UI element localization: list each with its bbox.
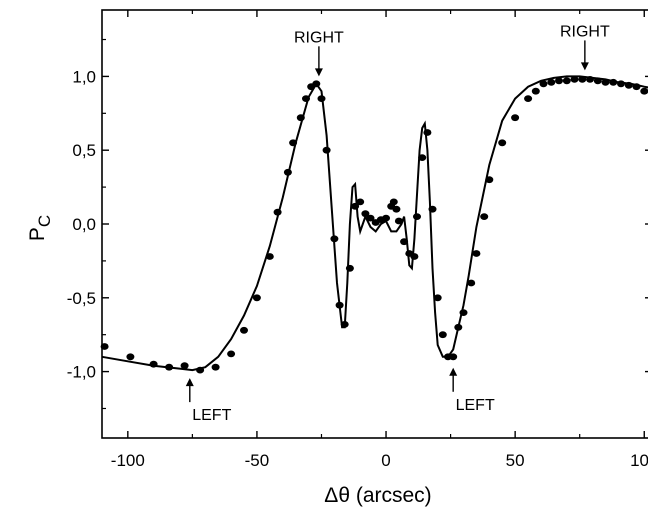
x-axis-title: Δθ (arcsec)	[324, 484, 431, 507]
svg-text:PC: PC	[26, 215, 54, 241]
annotation-label: LEFT	[456, 397, 495, 414]
annotation-label: RIGHT	[294, 29, 344, 46]
data-point	[165, 364, 173, 371]
data-point	[439, 331, 447, 338]
data-point	[563, 77, 571, 84]
data-point	[602, 79, 610, 86]
data-point	[467, 280, 475, 287]
annotation-arrow-head	[186, 378, 194, 386]
data-point	[480, 213, 488, 220]
data-point	[640, 88, 648, 95]
data-point	[434, 294, 442, 301]
data-point	[594, 77, 602, 84]
y-tick-label: 0,0	[72, 215, 96, 234]
data-point	[346, 265, 354, 272]
data-point	[413, 213, 421, 220]
annotation-label: LEFT	[192, 407, 231, 424]
data-point	[609, 79, 617, 86]
data-point	[336, 302, 344, 309]
data-point	[418, 154, 426, 161]
data-point	[302, 95, 310, 102]
y-tick-label: -1,0	[67, 363, 96, 382]
data-point	[312, 80, 320, 87]
data-point	[126, 353, 134, 360]
data-point	[472, 250, 480, 257]
data-point	[382, 215, 390, 222]
data-point	[555, 77, 563, 84]
data-point	[511, 114, 519, 121]
data-point	[356, 199, 364, 206]
data-point	[253, 294, 261, 301]
data-point	[410, 253, 418, 260]
data-point	[274, 209, 282, 216]
y-tick-label: 1,0	[72, 67, 96, 86]
y-axis-title-sub: C	[35, 215, 54, 227]
annotation-label: RIGHT	[560, 23, 610, 40]
data-point	[423, 129, 431, 136]
annotation-arrow-head	[315, 68, 323, 76]
x-tick-label: -50	[245, 451, 270, 470]
data-point	[240, 327, 248, 334]
data-point	[196, 367, 204, 374]
data-point	[390, 199, 398, 206]
data-points-group	[101, 76, 648, 374]
data-point	[429, 206, 437, 213]
data-point	[625, 82, 633, 89]
data-point	[633, 83, 641, 90]
data-point	[341, 321, 349, 328]
data-point	[181, 362, 189, 369]
data-point	[532, 88, 540, 95]
data-point	[392, 206, 400, 213]
y-axis-title-main: P	[26, 227, 49, 241]
data-point	[289, 139, 297, 146]
data-point	[617, 80, 625, 87]
data-point	[540, 80, 548, 87]
data-point	[323, 147, 331, 154]
x-tick-label: 100	[630, 451, 648, 470]
data-point	[101, 343, 109, 350]
data-point	[284, 169, 292, 176]
data-point	[460, 309, 468, 316]
y-tick-label: 0,5	[72, 141, 96, 160]
x-tick-label: -100	[111, 451, 145, 470]
data-point	[297, 114, 305, 121]
data-point	[524, 95, 532, 102]
y-ticks: 1,0 0,5 0,0 -0,5 -1,0	[67, 40, 648, 409]
data-point	[578, 76, 586, 83]
y-tick-label: -0,5	[67, 289, 96, 308]
annotation-arrow-head	[449, 368, 457, 376]
data-point	[449, 353, 457, 360]
data-point	[266, 253, 274, 260]
y-axis-title: PC	[26, 215, 54, 241]
data-point	[454, 324, 462, 331]
data-point	[227, 351, 235, 358]
data-point	[400, 238, 408, 245]
data-point	[571, 76, 579, 83]
data-point	[498, 139, 506, 146]
x-tick-label: 0	[381, 451, 390, 470]
data-point	[485, 176, 493, 183]
data-point	[547, 79, 555, 86]
x-tick-label: 50	[506, 451, 525, 470]
data-point	[586, 76, 594, 83]
annotation-arrow-head	[581, 62, 589, 70]
data-point	[150, 361, 158, 368]
data-point	[330, 235, 338, 242]
data-point	[318, 95, 326, 102]
data-point	[395, 218, 403, 225]
data-point	[212, 364, 220, 371]
